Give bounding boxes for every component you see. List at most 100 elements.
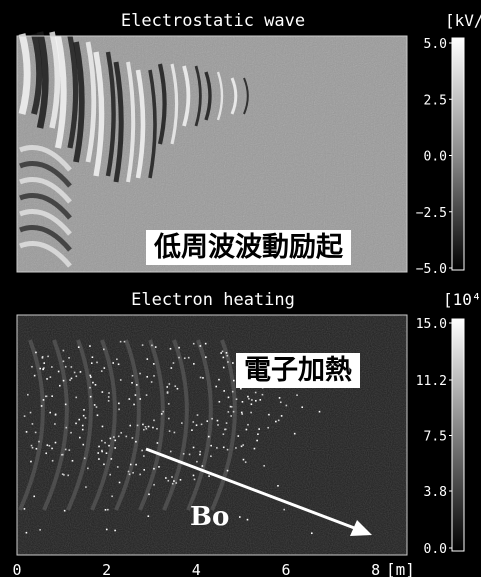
heating-speckle (67, 475, 69, 477)
heating-speckle (107, 509, 109, 511)
heating-speckle (137, 425, 139, 427)
heating-speckle (200, 377, 202, 379)
heating-speckle (227, 449, 229, 451)
heating-speckle (162, 411, 164, 413)
heating-speckle (59, 385, 61, 387)
heating-speckle (30, 461, 32, 463)
x-axis-unit: [m] (386, 560, 415, 577)
heating-colorbar-tick: 15.0 (416, 317, 447, 332)
heating-speckle (105, 509, 107, 511)
heating-speckle (74, 372, 76, 374)
heating-speckle (145, 426, 147, 428)
heating-speckle (90, 376, 92, 378)
b0-arrow-label: Bo (190, 502, 229, 532)
heating-speckle (24, 508, 26, 510)
heating-speckle (146, 428, 148, 430)
heating-speckle (46, 378, 48, 380)
heating-speckle (143, 429, 145, 431)
heating-speckle (166, 386, 168, 388)
heating-speckle (240, 388, 242, 390)
heating-speckle (146, 394, 148, 396)
heating-speckle (132, 472, 134, 474)
heating-speckle (42, 368, 44, 370)
heating-speckle (233, 380, 235, 382)
wave-colorbar-tick: −5.0 (416, 262, 447, 277)
heating-colorbar-tick: 3.8 (424, 485, 447, 500)
heating-speckle (152, 427, 154, 429)
heating-speckle (89, 375, 91, 377)
heating-speckle (223, 357, 225, 359)
heating-speckle (210, 445, 212, 447)
heating-speckle (236, 398, 238, 400)
heating-speckle (215, 386, 217, 388)
heating-speckle (226, 352, 228, 354)
heating-speckle (131, 382, 133, 384)
heating-speckle (125, 436, 127, 438)
heating-speckle (106, 452, 108, 454)
heating-speckle (254, 448, 256, 450)
heating-speckle (280, 401, 282, 403)
heating-speckle (223, 367, 225, 369)
heating-speckle (296, 394, 298, 396)
heating-speckle (49, 445, 51, 447)
heating-speckle (153, 420, 155, 422)
heating-speckle (118, 436, 120, 438)
heating-speckle (197, 414, 199, 416)
heating-speckle (41, 405, 43, 407)
heating-speckle (68, 357, 70, 359)
wave-title: Electrostatic wave (121, 11, 305, 31)
heating-speckle (91, 362, 93, 364)
heating-speckle (235, 447, 237, 449)
heating-speckle (75, 423, 77, 425)
heating-speckle (85, 417, 87, 419)
heating-speckle (301, 406, 303, 408)
heating-speckle (208, 475, 210, 477)
heating-speckle (283, 509, 285, 511)
heating-speckle (148, 515, 150, 517)
heating-speckle (231, 406, 233, 408)
wave-colorbar-tick: 0.0 (424, 150, 447, 165)
wave-colorbar (452, 38, 464, 270)
heating-speckle (173, 480, 175, 482)
heating-speckle (168, 418, 170, 420)
heating-speckle (55, 414, 57, 416)
heating-speckle (255, 400, 257, 402)
heating-speckle (108, 445, 110, 447)
heating-speckle (223, 447, 225, 449)
heating-speckle (50, 376, 52, 378)
heating-speckle (114, 440, 116, 442)
heating-speckle (83, 415, 85, 417)
heating-speckle (180, 479, 182, 481)
heating-speckle (167, 480, 169, 482)
heating-colorbar (452, 319, 464, 551)
heating-speckle (54, 423, 56, 425)
heating-speckle (85, 486, 87, 488)
heating-speckle (223, 433, 225, 435)
heating-speckle (102, 426, 104, 428)
heating-speckle (103, 464, 105, 466)
heating-speckle (222, 351, 224, 353)
heating-speckle (239, 516, 241, 518)
heating-speckle (108, 400, 110, 402)
heating-speckle (178, 357, 180, 359)
heating-speckle (278, 420, 280, 422)
heating-speckle (281, 415, 283, 417)
heating-speckle (223, 390, 225, 392)
heating-speckle (173, 362, 175, 364)
heating-speckle (175, 482, 177, 484)
heating-speckle (245, 461, 247, 463)
heating-speckle (118, 409, 120, 411)
heating-speckle (101, 370, 103, 372)
heating-speckle (146, 376, 148, 378)
heating-speckle (33, 496, 35, 498)
heating-speckle (51, 366, 53, 368)
wave-colorbar-tick: −2.5 (416, 206, 447, 221)
heating-speckle (26, 431, 28, 433)
heating-speckle (170, 451, 172, 453)
wave-unit: [kV/m] (445, 11, 481, 30)
heating-speckle (130, 464, 132, 466)
heating-speckle (34, 375, 36, 377)
heating-speckle (83, 409, 85, 411)
